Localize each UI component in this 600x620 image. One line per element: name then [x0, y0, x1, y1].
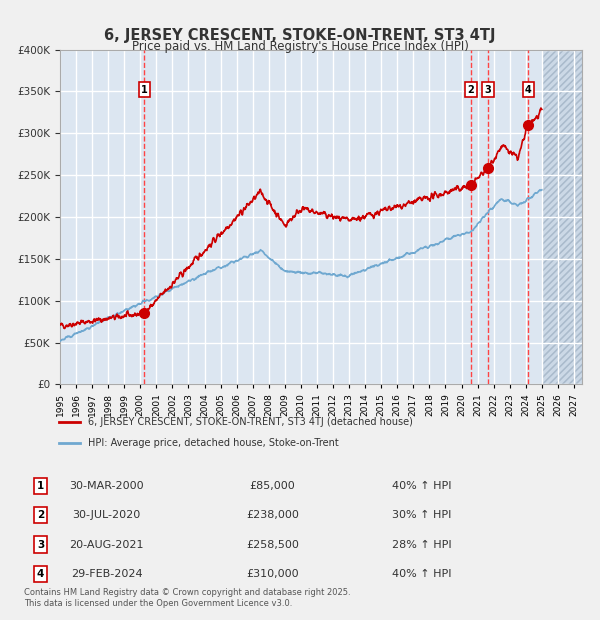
Text: 20-AUG-2021: 20-AUG-2021 [70, 539, 144, 549]
Text: HPI: Average price, detached house, Stoke-on-Trent: HPI: Average price, detached house, Stok… [88, 438, 338, 448]
Text: £238,000: £238,000 [246, 510, 299, 520]
Text: 3: 3 [485, 85, 491, 95]
Text: £310,000: £310,000 [246, 569, 299, 579]
Text: 1: 1 [141, 85, 148, 95]
Text: 1: 1 [37, 481, 44, 491]
Text: Contains HM Land Registry data © Crown copyright and database right 2025.
This d: Contains HM Land Registry data © Crown c… [24, 588, 350, 608]
Text: 29-FEB-2024: 29-FEB-2024 [71, 569, 143, 579]
Text: 30% ↑ HPI: 30% ↑ HPI [392, 510, 451, 520]
Text: 3: 3 [37, 539, 44, 549]
Text: 4: 4 [525, 85, 532, 95]
Text: 40% ↑ HPI: 40% ↑ HPI [392, 481, 451, 491]
Text: 4: 4 [37, 569, 44, 579]
Text: 2: 2 [37, 510, 44, 520]
Text: 28% ↑ HPI: 28% ↑ HPI [392, 539, 451, 549]
Text: 6, JERSEY CRESCENT, STOKE-ON-TRENT, ST3 4TJ: 6, JERSEY CRESCENT, STOKE-ON-TRENT, ST3 … [104, 28, 496, 43]
Text: 40% ↑ HPI: 40% ↑ HPI [392, 569, 451, 579]
Text: 2: 2 [467, 85, 474, 95]
Text: 30-MAR-2000: 30-MAR-2000 [70, 481, 144, 491]
Text: 6, JERSEY CRESCENT, STOKE-ON-TRENT, ST3 4TJ (detached house): 6, JERSEY CRESCENT, STOKE-ON-TRENT, ST3 … [88, 417, 412, 427]
Bar [542, 50, 582, 384]
Bar [542, 50, 582, 384]
Text: 30-JUL-2020: 30-JUL-2020 [73, 510, 141, 520]
Text: £258,500: £258,500 [246, 539, 299, 549]
Text: £85,000: £85,000 [250, 481, 295, 491]
Text: Price paid vs. HM Land Registry's House Price Index (HPI): Price paid vs. HM Land Registry's House … [131, 40, 469, 53]
